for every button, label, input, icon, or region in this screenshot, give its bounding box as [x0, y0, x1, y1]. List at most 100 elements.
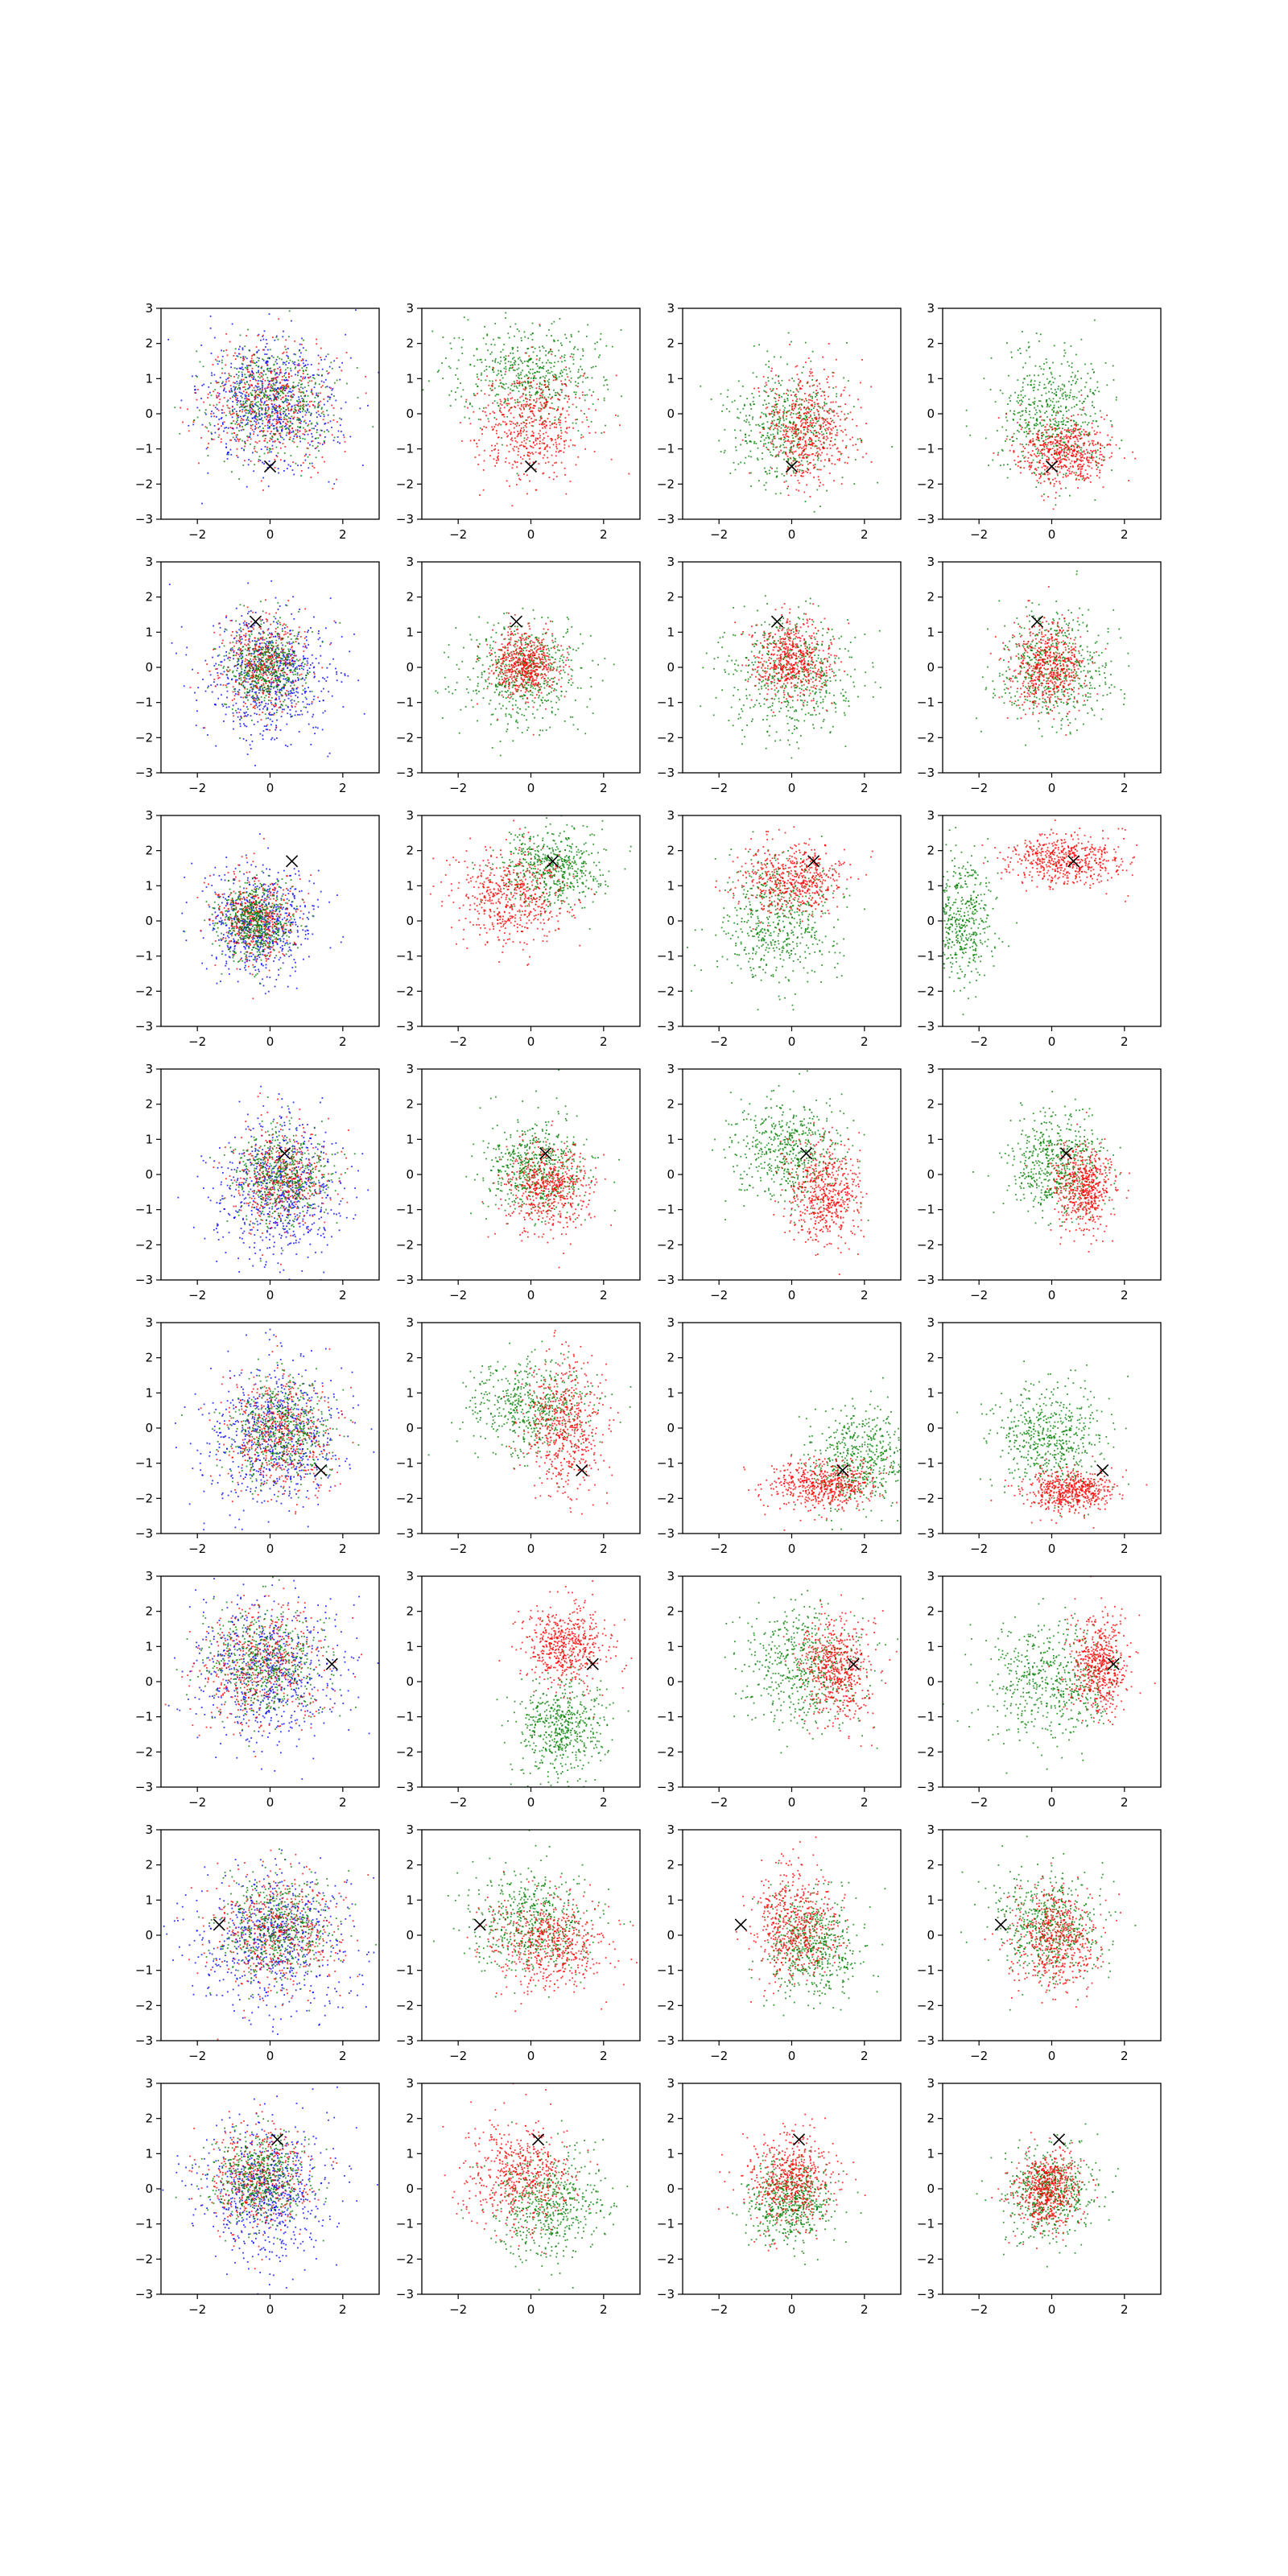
- point-green: [824, 401, 825, 403]
- point-green: [805, 456, 807, 458]
- point-red: [564, 467, 566, 469]
- point-green: [265, 412, 267, 415]
- point-green: [547, 383, 550, 386]
- point-red: [807, 424, 809, 427]
- point-red: [839, 451, 841, 453]
- point-blue: [270, 387, 273, 389]
- point-red: [233, 420, 234, 422]
- point-green: [261, 384, 263, 386]
- point-green: [320, 429, 322, 431]
- point-green: [237, 434, 238, 436]
- point-red: [840, 419, 841, 421]
- point-red: [769, 414, 771, 415]
- point-red: [535, 451, 537, 453]
- point-green: [307, 456, 309, 458]
- point-blue: [328, 365, 331, 368]
- point-green: [823, 433, 824, 436]
- point-red: [300, 391, 303, 394]
- point-green: [560, 429, 562, 431]
- point-red: [568, 414, 570, 416]
- point-green: [260, 391, 262, 393]
- point-red: [332, 407, 335, 409]
- point-blue: [283, 411, 286, 413]
- point-green: [1059, 444, 1061, 446]
- point-red: [568, 398, 570, 400]
- point-red: [302, 433, 304, 435]
- point-green: [485, 359, 486, 361]
- point-red: [216, 382, 218, 384]
- point-red: [344, 440, 346, 443]
- point-green: [734, 469, 737, 471]
- point-blue: [285, 424, 287, 427]
- point-green: [1046, 411, 1047, 412]
- point-red: [818, 479, 820, 481]
- point-red: [529, 462, 530, 464]
- point-green: [767, 395, 769, 398]
- point-blue: [270, 464, 271, 466]
- point-green: [475, 383, 477, 386]
- point-green: [481, 372, 483, 374]
- point-red: [778, 453, 779, 456]
- point-red: [1091, 456, 1092, 458]
- point-red: [809, 444, 811, 446]
- point-green: [299, 426, 302, 428]
- point-green: [795, 426, 797, 428]
- point-red: [530, 435, 532, 437]
- point-red: [296, 436, 298, 439]
- point-green: [804, 419, 807, 420]
- point-green: [810, 419, 811, 422]
- point-red: [259, 431, 261, 432]
- point-red: [1048, 473, 1051, 475]
- point-red: [812, 464, 815, 467]
- point-red: [314, 405, 316, 407]
- point-red: [1059, 457, 1061, 459]
- point-green: [597, 341, 598, 344]
- point-red: [1080, 427, 1081, 430]
- point-green: [1063, 419, 1065, 422]
- point-red: [808, 375, 811, 377]
- point-green: [1012, 419, 1014, 420]
- point-green: [814, 403, 816, 406]
- point-green: [819, 506, 821, 507]
- point-blue: [288, 390, 290, 393]
- point-green: [774, 392, 777, 394]
- point-red: [520, 416, 522, 419]
- point-green: [1018, 411, 1021, 414]
- point-red: [217, 409, 220, 411]
- point-green: [811, 395, 813, 398]
- point-green: [1009, 394, 1012, 397]
- point-green: [564, 378, 567, 381]
- point-green: [847, 380, 849, 382]
- point-red: [274, 440, 276, 443]
- point-green: [1083, 401, 1084, 402]
- point-green: [250, 443, 251, 445]
- point-green: [799, 469, 801, 471]
- point-red: [787, 466, 790, 469]
- point-red: [499, 402, 502, 405]
- point-green: [811, 409, 812, 411]
- point-green: [777, 433, 778, 435]
- point-blue: [237, 397, 238, 399]
- point-blue: [203, 383, 205, 386]
- point-red: [1077, 414, 1080, 415]
- point-blue: [283, 438, 285, 440]
- point-green: [762, 434, 763, 436]
- point-green: [564, 398, 566, 399]
- point-blue: [335, 399, 337, 402]
- point-red: [1028, 430, 1030, 432]
- point-green: [254, 397, 257, 399]
- point-green: [303, 386, 306, 388]
- point-red: [568, 379, 571, 382]
- point-red: [563, 440, 565, 442]
- point-green: [449, 342, 452, 345]
- point-green: [775, 408, 777, 411]
- point-blue: [239, 380, 242, 382]
- point-green: [809, 423, 811, 426]
- point-red: [532, 420, 535, 423]
- point-red: [526, 474, 528, 477]
- point-red: [552, 478, 555, 481]
- point-red: [526, 493, 528, 495]
- point-red: [774, 427, 776, 429]
- point-red: [787, 436, 790, 438]
- point-green: [254, 378, 256, 381]
